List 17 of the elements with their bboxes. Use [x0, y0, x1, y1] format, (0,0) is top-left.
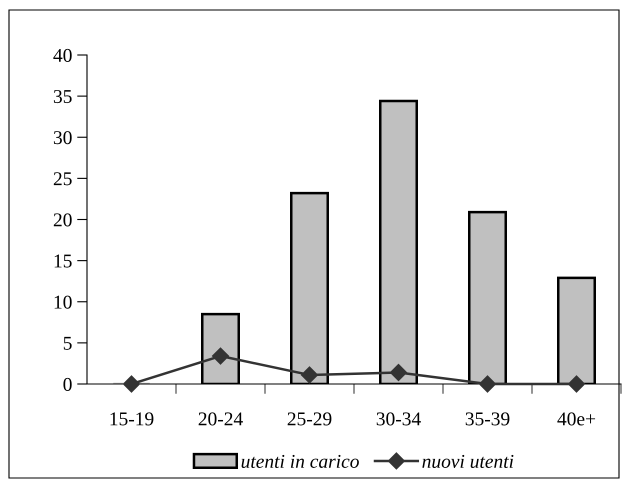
legend-label: utenti in carico: [242, 454, 359, 468]
y-tick-label: 25: [54, 172, 72, 186]
x-tick-label: 25-29: [288, 412, 332, 426]
y-tick-label: 10: [54, 296, 72, 309]
x-tick-label: 20-24: [198, 412, 243, 426]
y-tick-label: 20: [54, 213, 72, 226]
y-tick-label: 35: [54, 90, 72, 104]
y-tick-label: 0: [63, 378, 72, 391]
y-tick-label: 15: [54, 254, 72, 268]
y-tick-label: 40: [53, 48, 72, 62]
x-tick-label: 40e+: [557, 412, 596, 426]
x-tick-label: 30-34: [376, 412, 421, 426]
x-tick-label: 15-19: [110, 412, 154, 426]
y-tick-label: 30: [54, 131, 72, 144]
y-tick-label: 5: [64, 336, 72, 350]
legend-label: nuovi utenti: [422, 454, 514, 468]
x-tick-label: 35-39: [466, 412, 510, 426]
